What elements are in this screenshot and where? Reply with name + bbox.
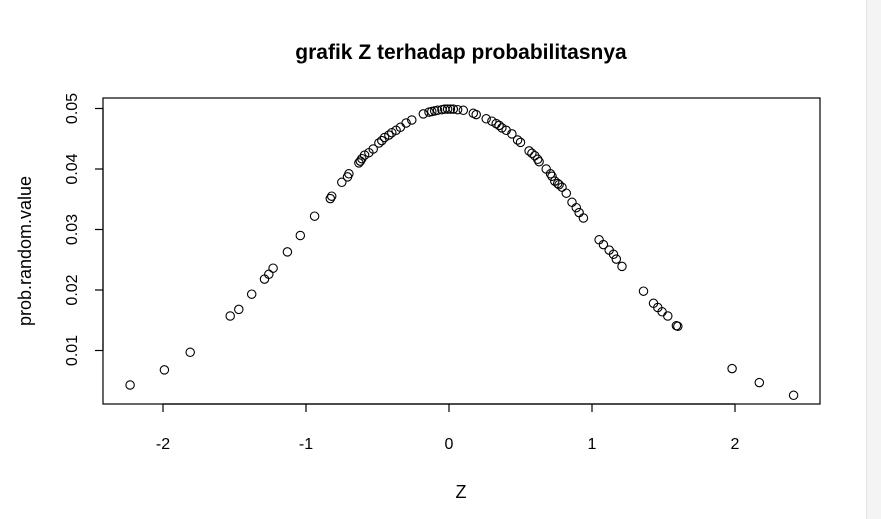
data-point xyxy=(754,377,765,388)
x-axis: -2 -1 0 1 2 xyxy=(156,403,740,453)
data-point xyxy=(325,193,336,204)
data-point xyxy=(481,114,491,124)
data-point xyxy=(512,135,523,145)
data-point xyxy=(567,197,577,208)
data-point xyxy=(374,138,384,148)
data-point xyxy=(337,177,347,188)
data-point xyxy=(268,263,278,273)
x-tick-label: 2 xyxy=(731,436,740,453)
data-point xyxy=(445,104,456,114)
data-point xyxy=(125,380,135,390)
y-tick-label: 0.02 xyxy=(64,274,81,305)
x-axis-label: Z xyxy=(456,482,467,502)
y-tick-label: 0.01 xyxy=(64,335,81,366)
data-point xyxy=(638,286,649,296)
data-point xyxy=(527,148,537,159)
data-point xyxy=(452,104,463,115)
data-point xyxy=(663,311,673,321)
data-point xyxy=(368,144,378,154)
data-point xyxy=(471,109,481,120)
data-point xyxy=(554,179,564,190)
data-point xyxy=(282,247,293,257)
data-point xyxy=(401,118,411,128)
y-axis: 0.01 0.02 0.03 0.04 0.05 xyxy=(64,93,104,366)
window-edge xyxy=(866,0,881,519)
data-point xyxy=(246,289,257,299)
data-point xyxy=(598,239,609,250)
data-point xyxy=(574,207,584,218)
data-point xyxy=(377,135,387,146)
plot-box xyxy=(102,97,821,405)
data-point xyxy=(578,213,589,223)
data-point xyxy=(788,390,799,401)
data-point xyxy=(673,321,683,332)
data-point xyxy=(494,120,504,131)
y-tick-label: 0.04 xyxy=(64,153,81,184)
data-point xyxy=(295,230,306,241)
data-point xyxy=(617,261,627,272)
data-point xyxy=(432,105,443,116)
data-point xyxy=(234,304,244,315)
data-point xyxy=(458,105,469,116)
data-point xyxy=(727,363,737,374)
x-tick-label: 1 xyxy=(588,436,597,453)
y-tick-label: 0.05 xyxy=(64,93,81,124)
data-point xyxy=(384,130,394,140)
chart-title: grafik Z terhadap probabilitasnya xyxy=(295,41,627,64)
data-point xyxy=(561,188,572,198)
data-point xyxy=(547,171,557,182)
data-point xyxy=(225,311,235,321)
data-point xyxy=(571,202,582,213)
data-point xyxy=(309,211,320,221)
data-point xyxy=(507,129,517,139)
data-point xyxy=(185,347,195,358)
data-points xyxy=(125,104,799,401)
data-point xyxy=(532,154,543,165)
data-point xyxy=(515,137,526,148)
data-point xyxy=(326,191,337,201)
data-point xyxy=(611,254,622,264)
data-point xyxy=(159,365,170,375)
y-axis-label: prob.random.value xyxy=(15,176,35,326)
data-point xyxy=(344,169,354,179)
data-point xyxy=(442,104,453,114)
data-point xyxy=(524,146,534,156)
x-tick-label: -2 xyxy=(156,436,170,453)
x-tick-label: -1 xyxy=(299,436,313,453)
data-point xyxy=(545,169,556,179)
y-tick-label: 0.03 xyxy=(64,214,81,245)
data-point xyxy=(608,249,619,260)
data-point xyxy=(448,104,459,114)
x-tick-label: 0 xyxy=(445,436,454,453)
data-point xyxy=(418,109,429,119)
data-point xyxy=(407,115,417,125)
data-point xyxy=(534,156,544,167)
